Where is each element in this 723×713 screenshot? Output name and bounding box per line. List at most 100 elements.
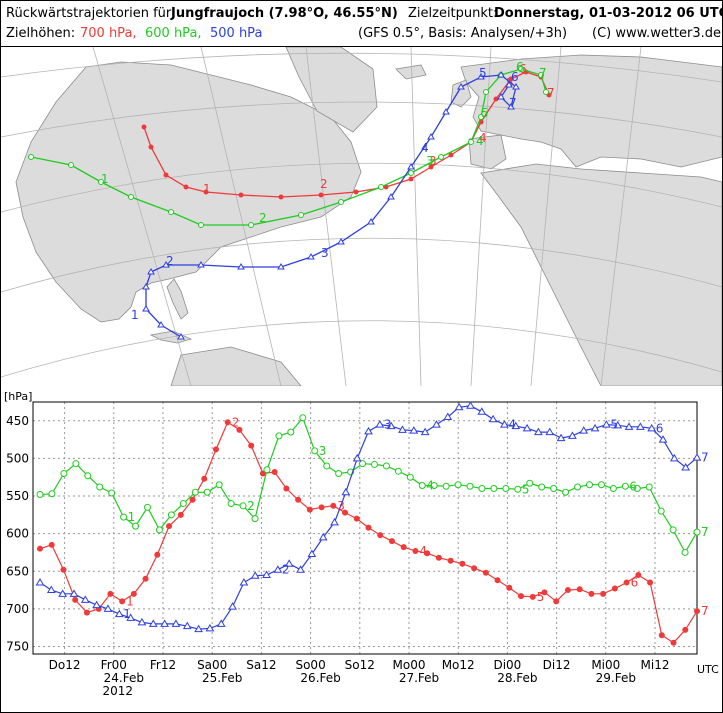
data-point	[179, 500, 187, 508]
trajectory-day-label: 1	[101, 172, 109, 186]
data-point	[227, 500, 235, 508]
y-axis-label: [hPa]	[4, 390, 32, 403]
day-marker-label: 1	[128, 510, 136, 524]
data-point	[477, 407, 487, 415]
trajectory-point	[277, 263, 285, 270]
data-point	[215, 481, 223, 489]
data-point	[412, 547, 419, 554]
day-marker-label: 4	[508, 418, 516, 432]
pressure-chart: [hPa] 450 500 550 600 650 700 750 Do12 Fr0024.Fe…	[4, 390, 719, 698]
data-point	[72, 596, 79, 603]
series-red: 1 2 3 4 5 6 7	[37, 415, 709, 646]
y-tick-label: 450	[6, 414, 29, 428]
data-point	[37, 545, 43, 552]
x-tick-label: Do12	[49, 658, 81, 672]
data-point	[142, 575, 149, 582]
y-tick-label: 550	[6, 489, 29, 503]
trajectory-point	[248, 222, 254, 228]
data-point	[283, 485, 290, 492]
trajectory-point	[98, 179, 104, 185]
data-point	[541, 589, 548, 596]
data-point	[262, 570, 271, 579]
trajectory-point	[512, 83, 520, 90]
day-marker-label: 6	[631, 576, 639, 590]
trajectory-point	[203, 189, 209, 195]
data-point	[330, 502, 337, 509]
trajectory-point	[387, 193, 395, 200]
data-point	[154, 551, 161, 558]
data-point	[318, 504, 325, 511]
trajectory-day-label: 2	[166, 254, 174, 268]
data-point	[330, 517, 339, 526]
data-point	[454, 402, 464, 411]
data-point	[228, 602, 237, 610]
trajectory-point	[538, 72, 544, 78]
map-graticule	[1, 47, 722, 386]
data-point	[353, 515, 360, 522]
day-marker-label: 2	[282, 563, 290, 577]
data-point	[564, 587, 571, 594]
x-date-label: 24.Feb	[104, 671, 144, 685]
trajectory-point	[147, 268, 155, 275]
x-tick-label: Fr00	[101, 658, 127, 672]
y-tick-label: 650	[6, 564, 29, 578]
data-point	[682, 626, 689, 633]
data-point	[58, 589, 68, 597]
data-point	[506, 584, 513, 591]
data-point	[550, 485, 558, 493]
data-point	[585, 481, 593, 489]
data-point	[119, 598, 126, 605]
trajectory-point	[157, 321, 165, 328]
data-point	[576, 586, 583, 593]
trajectory-point	[238, 192, 244, 198]
data-point	[263, 466, 271, 474]
data-point	[323, 462, 331, 470]
data-point	[669, 526, 677, 534]
data-point	[203, 488, 211, 496]
trajectory-point	[497, 71, 505, 78]
trajectory-day-label: 4	[479, 131, 487, 145]
data-point	[236, 426, 243, 433]
data-point	[359, 460, 367, 468]
data-point	[609, 485, 617, 493]
trajectory-point	[338, 199, 344, 205]
british-isles	[450, 79, 472, 108]
trajectory-day-label: 5	[481, 106, 489, 120]
trajectory-point	[141, 124, 147, 130]
data-point	[160, 619, 169, 627]
data-point	[84, 472, 92, 480]
data-point	[386, 421, 396, 430]
y-tick-label: 750	[6, 639, 29, 653]
day-marker-label: 5	[610, 418, 618, 432]
trajectory-point	[142, 305, 150, 312]
north-america-landmass	[15, 61, 362, 323]
trajectory-point	[307, 253, 315, 260]
data-point	[466, 482, 474, 490]
data-point	[251, 515, 259, 523]
x-tick-label: Di12	[543, 658, 571, 672]
data-point	[46, 585, 56, 594]
data-point	[307, 549, 317, 557]
trajectory-point	[337, 238, 345, 245]
trajectory-day-label: 5	[479, 66, 487, 80]
data-point	[545, 427, 555, 436]
data-point	[488, 414, 498, 423]
data-point	[36, 491, 44, 499]
day-marker-label: 6	[656, 421, 664, 435]
data-point	[526, 479, 534, 487]
data-point	[478, 485, 486, 493]
x-year-label: 2012	[103, 684, 134, 698]
trajectory-point	[442, 108, 450, 115]
data-point	[588, 590, 595, 597]
data-point	[443, 412, 453, 421]
trajectory-point	[477, 73, 485, 80]
data-point	[284, 559, 294, 567]
data-point	[107, 590, 114, 597]
x-tick-label: So12	[345, 658, 375, 672]
trajectory-point	[507, 103, 515, 110]
data-point	[148, 619, 158, 627]
trajectory-point	[505, 81, 513, 88]
trajectory-point	[237, 263, 245, 270]
data-point	[681, 548, 689, 556]
